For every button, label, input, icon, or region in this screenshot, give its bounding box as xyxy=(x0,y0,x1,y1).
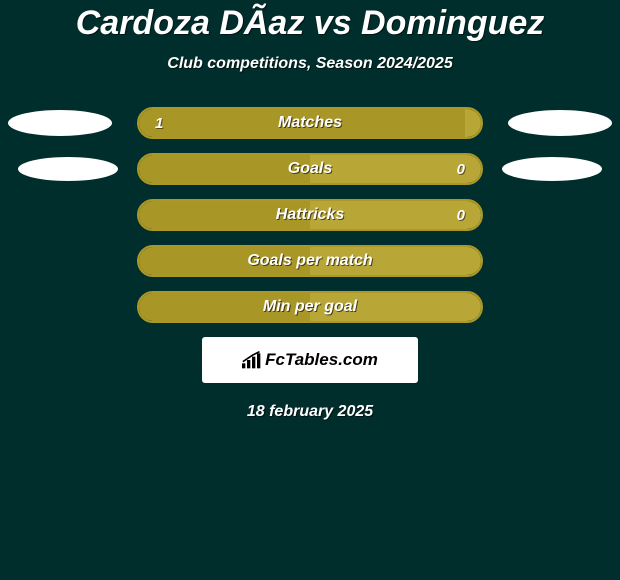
player-right-marker xyxy=(502,157,602,181)
bar-right-value: 0 xyxy=(310,155,481,183)
chart-row: 0 Hattricks xyxy=(0,199,620,231)
player-left-marker xyxy=(8,110,112,136)
date-text: 18 february 2025 xyxy=(0,403,620,421)
bar-label: Goals per match xyxy=(247,252,372,270)
bar-left-value xyxy=(139,155,310,183)
badge-content: FcTables.com xyxy=(242,350,378,370)
left-value-text: 1 xyxy=(155,115,163,132)
bar-track: 1 Matches xyxy=(137,107,483,139)
player-left-marker xyxy=(18,157,118,181)
bar-track: 0 Goals xyxy=(137,153,483,185)
bar-track: Min per goal xyxy=(137,291,483,323)
bar-label: Hattricks xyxy=(276,206,344,224)
subtitle: Club competitions, Season 2024/2025 xyxy=(0,55,620,73)
bar-right-value xyxy=(465,109,481,137)
chart-row: Goals per match xyxy=(0,245,620,277)
bar-track: 0 Hattricks xyxy=(137,199,483,231)
right-value-text: 0 xyxy=(457,161,465,178)
chart-row: Min per goal xyxy=(0,291,620,323)
bar-label: Matches xyxy=(278,114,342,132)
chart-row: 0 Goals xyxy=(0,153,620,185)
chart-icon xyxy=(242,351,262,369)
source-badge: FcTables.com xyxy=(202,337,418,383)
comparison-chart: 1 Matches 0 Goals 0 Hattricks Goals per … xyxy=(0,107,620,323)
badge-text: FcTables.com xyxy=(265,350,378,370)
bar-label: Min per goal xyxy=(263,298,357,316)
page-title: Cardoza DÃ­az vs Dominguez xyxy=(0,0,620,43)
chart-row: 1 Matches xyxy=(0,107,620,139)
bar-label: Goals xyxy=(288,160,332,178)
player-right-marker xyxy=(508,110,612,136)
right-value-text: 0 xyxy=(457,207,465,224)
bar-track: Goals per match xyxy=(137,245,483,277)
